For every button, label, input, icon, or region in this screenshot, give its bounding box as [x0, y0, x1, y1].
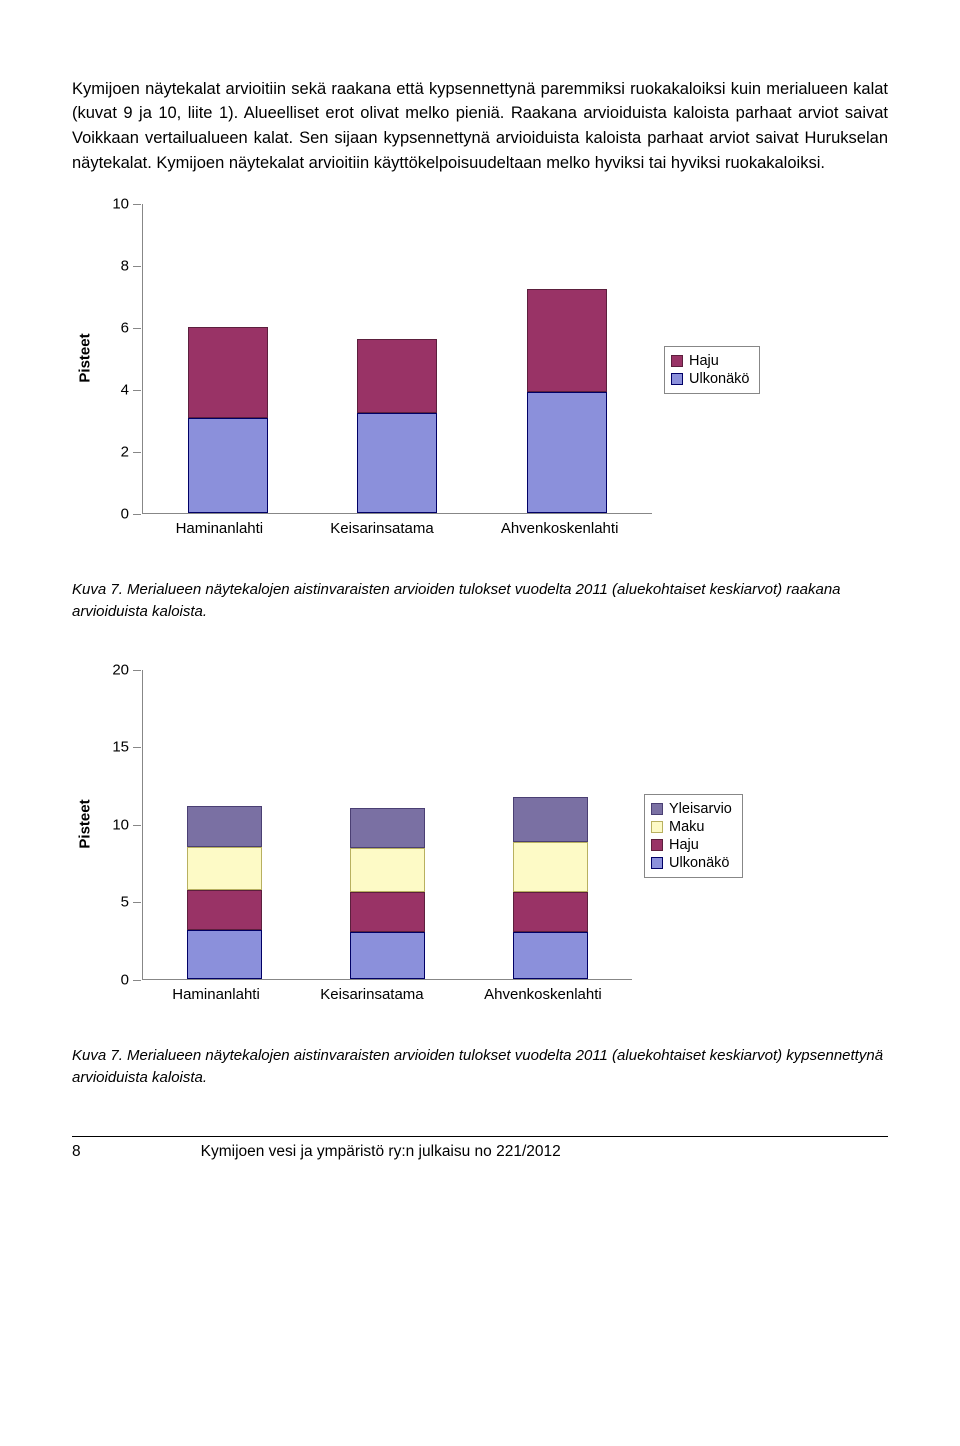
footer-text: Kymijoen vesi ja ympäristö ry:n julkaisu…: [201, 1143, 561, 1161]
y-tick-label: 10: [112, 816, 129, 833]
bar-segment: [188, 327, 268, 418]
bar-segment: [357, 339, 437, 413]
legend: Haju Ulkonäkö: [664, 346, 760, 394]
bar-segment: [187, 890, 262, 930]
page-footer: 8 Kymijoen vesi ja ympäristö ry:n julkai…: [72, 1136, 888, 1161]
y-tick-label: 20: [112, 661, 129, 678]
legend: Yleisarvio Maku Haju Ulkonäkö: [644, 794, 743, 878]
legend-label: Yleisarvio: [669, 801, 732, 817]
page-number: 8: [72, 1143, 81, 1161]
legend-item: Ulkonäkö: [671, 371, 749, 387]
body-paragraph: Kymijoen näytekalat arvioitiin sekä raak…: [72, 77, 888, 176]
legend-item: Yleisarvio: [651, 801, 732, 817]
bar-segment: [357, 413, 437, 512]
y-axis-label: Pisteet: [77, 799, 94, 848]
y-axis-label: Pisteet: [77, 333, 94, 382]
y-tick-label: 15: [112, 739, 129, 756]
bar: [188, 327, 268, 513]
legend-item: Maku: [651, 819, 732, 835]
legend-swatch: [651, 839, 663, 851]
bar-segment: [187, 930, 262, 978]
y-tick-label: 0: [121, 505, 129, 522]
bar-segment: [513, 892, 588, 932]
bar: [513, 797, 588, 978]
legend-item: Haju: [651, 837, 732, 853]
x-tick-label: Haminanlahti: [172, 986, 260, 1003]
legend-swatch: [671, 355, 683, 367]
bar-segment: [350, 932, 425, 979]
x-tick-label: Haminanlahti: [176, 520, 264, 537]
bar-segment: [513, 842, 588, 892]
bar: [527, 289, 607, 512]
chart-1-caption: Kuva 7. Merialueen näytekalojen aistinva…: [72, 579, 888, 624]
bar-segment: [187, 806, 262, 846]
y-tick-label: 5: [121, 894, 129, 911]
y-tick-label: 2: [121, 443, 129, 460]
legend-swatch: [651, 857, 663, 869]
y-tick-label: 0: [121, 971, 129, 988]
y-tick-label: 4: [121, 381, 129, 398]
legend-item: Haju: [671, 353, 749, 369]
x-tick-label: Keisarinsatama: [330, 520, 433, 537]
y-tick-label: 8: [121, 257, 129, 274]
bar-segment: [513, 797, 588, 842]
legend-label: Maku: [669, 819, 704, 835]
bar-segment: [513, 932, 588, 979]
legend-item: Ulkonäkö: [651, 855, 732, 871]
bar-segment: [527, 289, 607, 391]
legend-label: Ulkonäkö: [689, 371, 749, 387]
chart-2: 05101520PisteetHaminanlahtiKeisarinsatam…: [72, 670, 888, 1003]
bar-segment: [350, 808, 425, 848]
legend-swatch: [671, 373, 683, 385]
bar: [350, 808, 425, 978]
bar-segment: [527, 392, 607, 513]
legend-swatch: [651, 803, 663, 815]
legend-label: Haju: [689, 353, 719, 369]
x-tick-label: Ahvenkoskenlahti: [484, 986, 602, 1003]
x-tick-label: Ahvenkoskenlahti: [501, 520, 619, 537]
bar-segment: [187, 847, 262, 890]
legend-swatch: [651, 821, 663, 833]
y-tick-label: 6: [121, 319, 129, 336]
legend-label: Haju: [669, 837, 699, 853]
bar: [187, 806, 262, 978]
legend-label: Ulkonäkö: [669, 855, 729, 871]
bar-segment: [188, 418, 268, 513]
bar-segment: [350, 848, 425, 891]
bar: [357, 339, 437, 513]
chart-1: 0246810PisteetHaminanlahtiKeisarinsatama…: [72, 204, 888, 537]
x-tick-label: Keisarinsatama: [320, 986, 423, 1003]
chart-2-caption: Kuva 7. Merialueen näytekalojen aistinva…: [72, 1045, 888, 1090]
bar-segment: [350, 892, 425, 932]
y-tick-label: 10: [112, 195, 129, 212]
